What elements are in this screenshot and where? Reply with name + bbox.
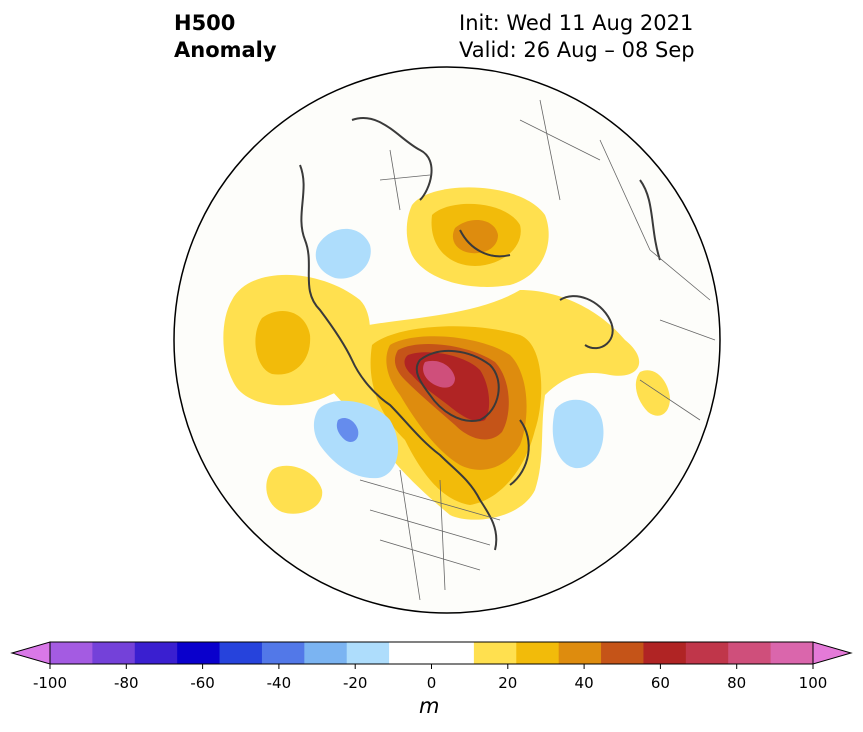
- colorbar-extend-min: [10, 641, 51, 665]
- anomaly-central-pacific: [266, 465, 323, 514]
- map-boundary: [173, 66, 721, 614]
- country-borders: [359, 99, 716, 601]
- colorbar-unit: m: [419, 694, 440, 718]
- colorbar-tick-label: -40: [267, 674, 292, 690]
- colorbar-swatch: [50, 642, 93, 664]
- valid-range: Valid: 26 Aug – 08 Sep: [459, 38, 695, 62]
- colorbar-tick-label: 0: [427, 674, 437, 690]
- colorbar-tick-label: -100: [33, 674, 67, 690]
- colorbar-tick-label: 100: [799, 674, 828, 690]
- colorbar-swatch: [473, 642, 517, 664]
- colorbar-swatch: [770, 642, 814, 664]
- colorbar-swatch: [92, 642, 136, 664]
- colorbar-tick-label: -60: [190, 674, 215, 690]
- colorbar-tick-label: -80: [114, 674, 139, 690]
- colorbar-swatch: [431, 642, 475, 664]
- anomaly-greenland: [318, 290, 640, 520]
- colorbar-swatch: [219, 642, 263, 664]
- colorbar-swatch: [346, 642, 390, 664]
- colorbar-tick-label: 80: [727, 674, 746, 690]
- anomaly-scandinavia: [406, 187, 549, 287]
- colorbar-swatch: [643, 642, 687, 664]
- colorbar-swatch: [304, 642, 348, 664]
- colorbar-tick-label: -20: [343, 674, 368, 690]
- anomaly-western-europe: [635, 370, 670, 416]
- colorbar-swatch: [516, 642, 560, 664]
- map-dates: Init: Wed 11 Aug 2021 Valid: 26 Aug – 08…: [459, 10, 695, 64]
- colorbar-tick-label: 20: [498, 674, 517, 690]
- title-variable: H500: [174, 11, 236, 35]
- colorbar-tick-label: 60: [651, 674, 670, 690]
- anomaly-north-atlantic: [552, 399, 604, 469]
- colorbar-swatch: [389, 642, 432, 664]
- colorbar-swatch: [134, 642, 178, 664]
- colorbar-extend-max: [812, 641, 853, 665]
- anomaly-gulf-of-alaska: [313, 400, 399, 479]
- colorbar: -100 -80 -60 -40 -20 0 20 40 60 80 100: [10, 641, 853, 690]
- map-title: H500 Anomaly: [174, 10, 277, 64]
- colorbar-swatch: [728, 642, 772, 664]
- colorbar-swatch: [558, 642, 602, 664]
- anomaly-central-asia: [315, 228, 371, 279]
- title-type: Anomaly: [174, 38, 277, 62]
- init-date: Init: Wed 11 Aug 2021: [459, 11, 694, 35]
- colorbar-tick-label: 40: [575, 674, 594, 690]
- colorbar-swatch: [177, 642, 221, 664]
- polar-map: [173, 66, 721, 614]
- colorbar-swatch: [601, 642, 644, 664]
- colorbar-swatch: [685, 642, 729, 664]
- colorbar-swatch: [261, 642, 305, 664]
- coastlines: [299, 117, 661, 551]
